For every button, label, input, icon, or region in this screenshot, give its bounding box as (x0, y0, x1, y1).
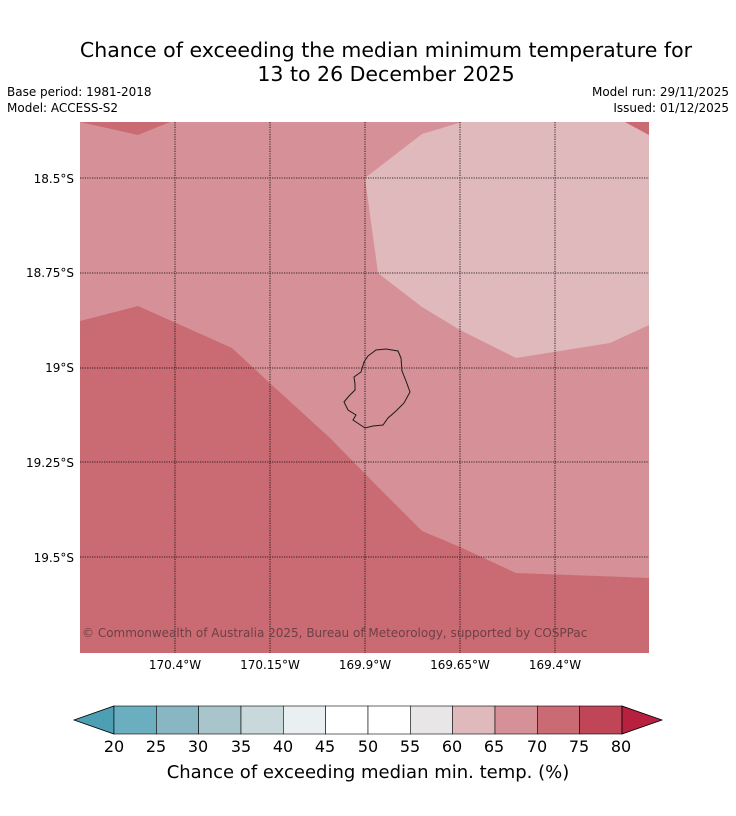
graticule (80, 122, 649, 653)
colorbar-tick-65: 65 (483, 737, 505, 756)
model-name: Model: ACCESS-S2 (7, 101, 119, 115)
copyright-notice: © Commonwealth of Australia 2025, Bureau… (82, 626, 588, 640)
colorbar-segment (156, 705, 199, 735)
lon-label-169-4w: 169.4°W (528, 658, 582, 672)
colorbar-tick-75: 75 (568, 737, 590, 756)
region-70-75-top (80, 122, 170, 135)
meta-left: Base period: 1981-2018 Model: ACCESS-S2 (7, 84, 152, 116)
meta-right: Model run: 29/11/2025 Issued: 01/12/2025 (592, 84, 729, 116)
lat-label-19-5s: 19.5°S (33, 551, 74, 565)
colorbar-tick-25: 25 (145, 737, 167, 756)
colorbar-tick-20: 20 (103, 737, 125, 756)
map-svg (80, 122, 649, 653)
lat-label-19s: 19°S (45, 361, 74, 375)
region-60-65 (365, 122, 649, 358)
colorbar-segment (325, 705, 369, 735)
lat-label-19-25s: 19.25°S (26, 456, 74, 470)
colorbar-segment (494, 705, 538, 735)
lat-label-18-75s: 18.75°S (26, 266, 74, 280)
colorbar-segment (240, 705, 284, 735)
base-period: Base period: 1981-2018 (7, 85, 152, 99)
lon-label-169-65w: 169.65°W (430, 658, 490, 672)
lon-label-170-15w: 170.15°W (240, 658, 300, 672)
colorbar-segment (367, 705, 411, 735)
colorbar-tick-55: 55 (399, 737, 421, 756)
colorbar-segment (452, 705, 496, 735)
colorbar-segment (283, 705, 326, 735)
colorbar-segment (113, 705, 157, 735)
colorbar-tick-70: 70 (526, 737, 548, 756)
region-70-75-top-right (625, 122, 649, 135)
colorbar-tick-60: 60 (441, 737, 463, 756)
colorbar-extend-low (72, 705, 115, 735)
colorbar-tick-35: 35 (230, 737, 252, 756)
colorbar-segment (198, 705, 242, 735)
island-outline (343, 348, 411, 429)
issued-date: Issued: 01/12/2025 (613, 101, 729, 115)
lon-label-169-9w: 169.9°W (338, 658, 392, 672)
colorbar-extend-high (621, 705, 664, 735)
colorbar-segment (410, 705, 453, 735)
title-line-2: 13 to 26 December 2025 (257, 62, 515, 86)
probability-map (80, 122, 649, 653)
region-70-75 (80, 306, 649, 653)
title-line-1: Chance of exceeding the median minimum t… (79, 38, 693, 62)
colorbar-tick-40: 40 (272, 737, 294, 756)
colorbar-segment (579, 705, 623, 735)
lon-label-170-4w: 170.4°W (148, 658, 202, 672)
colorbar-tick-30: 30 (187, 737, 209, 756)
colorbar-tick-80: 80 (610, 737, 632, 756)
model-run: Model run: 29/11/2025 (591, 85, 729, 99)
colorbar-tick-45: 45 (314, 737, 336, 756)
colorbar-label: Chance of exceeding median min. temp. (%… (166, 762, 570, 783)
colorbar-tick-50: 50 (357, 737, 379, 756)
chart-title: Chance of exceeding the median minimum t… (0, 38, 736, 86)
colorbar-svg (72, 705, 664, 735)
colorbar (0, 700, 736, 740)
lat-label-18-5s: 18.5°S (33, 172, 74, 186)
colorbar-segment (537, 705, 580, 735)
